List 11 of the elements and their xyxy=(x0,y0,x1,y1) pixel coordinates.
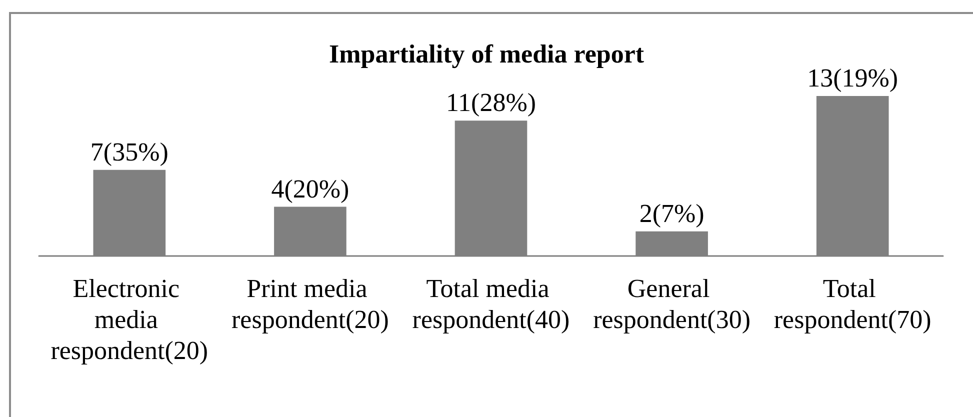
data-label: 4(20%) xyxy=(271,174,350,204)
x-tick-label: Electronic media respondent(20) xyxy=(50,274,208,365)
x-tick-label: Print media respondent(20) xyxy=(231,274,389,334)
data-label: 2(7%) xyxy=(639,198,704,228)
chart-title: Impartiality of media report xyxy=(328,40,644,68)
x-tick-label: Total media respondent(40) xyxy=(412,274,570,334)
data-label: 13(19%) xyxy=(807,64,898,92)
data-label: 7(35%) xyxy=(90,137,168,166)
x-tick-label: General respondent(30) xyxy=(593,274,751,334)
x-tick-label: Total respondent(70) xyxy=(774,274,932,334)
data-label: 11(28%) xyxy=(446,88,536,118)
